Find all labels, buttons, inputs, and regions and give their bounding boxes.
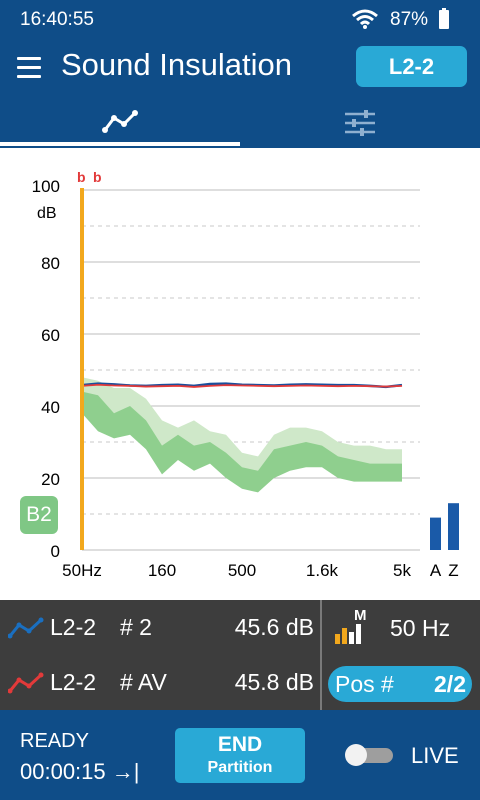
readout-position: L2-2 (50, 669, 97, 695)
position-button[interactable]: L2-2 (356, 46, 467, 87)
position-number-button[interactable]: Pos # 2/2 (328, 666, 472, 702)
y-tick-label: 100 (32, 177, 60, 196)
end-button[interactable]: END Partition (175, 728, 305, 783)
status-bar: 16:40:55 87% (0, 0, 480, 40)
live-label: LIVE (411, 743, 459, 768)
line-chart-icon (102, 110, 138, 133)
live-toggle[interactable] (345, 744, 395, 766)
band-badge: B2 (20, 496, 58, 534)
level-bar-label: A (430, 561, 442, 580)
app-title: Sound Insulation (61, 47, 292, 82)
y-tick-label: 60 (41, 326, 60, 345)
battery-icon (439, 8, 449, 29)
wifi-icon (352, 9, 378, 29)
menu-button[interactable] (14, 52, 44, 82)
red-trace-icon (8, 672, 44, 694)
readout-meas: # 2 (120, 614, 152, 640)
blue-trace-icon (8, 617, 44, 639)
timer: 00:00:15 →| (20, 759, 140, 784)
b-marker-1: b (77, 169, 86, 185)
y-tick-label: 0 (51, 542, 60, 561)
y-tick-label: 40 (41, 398, 60, 417)
battery-percent: 87% (390, 9, 429, 30)
readout-value: 45.6 dB (234, 614, 314, 640)
level-bar-Z (448, 503, 459, 550)
state-label: READY (20, 730, 89, 752)
readout-value: 45.8 dB (234, 669, 314, 695)
readout-position: L2-2 (50, 614, 97, 640)
end-label: END (217, 733, 263, 756)
x-tick-label: 1.6k (306, 561, 339, 580)
sliders-icon (345, 110, 375, 136)
end-sub-label: Partition (207, 759, 273, 776)
toggle-knob (345, 744, 367, 766)
b-marker-2: b (93, 169, 102, 185)
x-tick-label: 50Hz (62, 561, 102, 580)
tab-settings[interactable] (240, 100, 480, 146)
pos-label: Pos # (335, 671, 394, 697)
readout-meas: # AV (120, 669, 167, 695)
tab-graph[interactable] (0, 100, 240, 146)
y-unit-label: dB (37, 205, 57, 222)
x-tick-label: 5k (393, 561, 411, 580)
level-bar-A (430, 517, 441, 550)
menu-icon (17, 57, 41, 60)
pos-value: 2/2 (434, 671, 466, 697)
x-tick-label: 500 (228, 561, 256, 580)
level-bar-label: Z (448, 561, 458, 580)
series-line-2 (81, 383, 403, 388)
level-meter-icon[interactable]: M (334, 606, 370, 646)
readout-row-1[interactable]: L2-2 # 2 45.6 dB (0, 600, 320, 655)
y-tick-label: 20 (41, 470, 60, 489)
svg-text:M: M (354, 607, 367, 624)
range-band-2 (82, 391, 402, 493)
y-tick-label: 80 (41, 254, 60, 273)
readout-row-2[interactable]: L2-2 # AV 45.8 dB (0, 655, 320, 710)
frequency-value: 50 Hz (390, 615, 451, 641)
divider (320, 600, 322, 710)
readout-panel: L2-2 # 2 45.6 dB L2-2 # AV 45.8 dB (0, 600, 480, 710)
x-tick-label: 160 (148, 561, 176, 580)
frequency-cursor[interactable] (80, 188, 84, 550)
clock: 16:40:55 (20, 9, 94, 30)
